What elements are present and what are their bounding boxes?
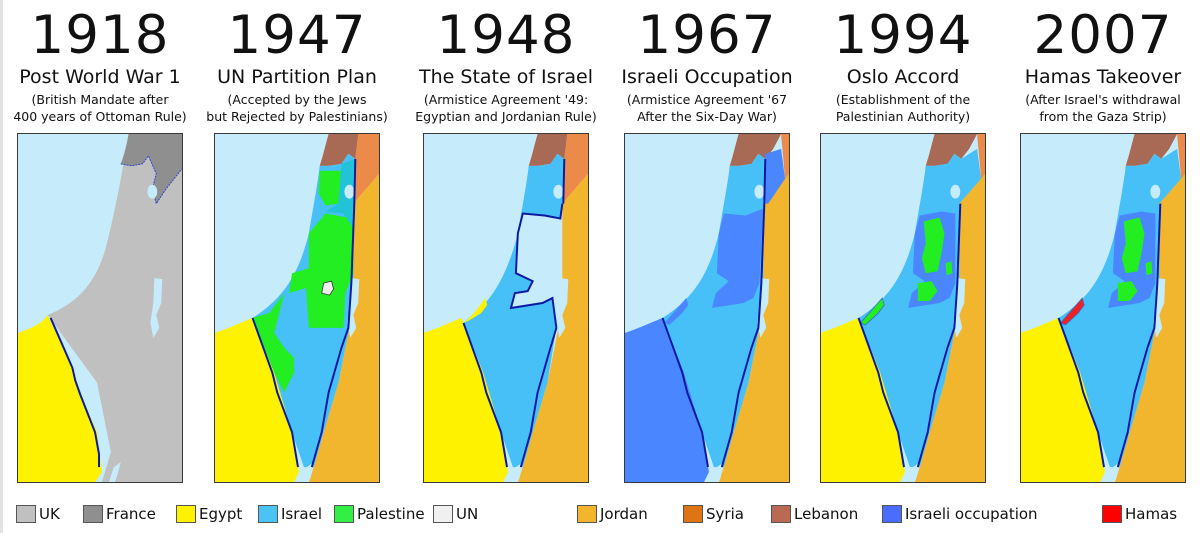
legend-label: Lebanon — [794, 505, 859, 523]
map-legend: UK France Egypt Israel Palestine UN Jord… — [0, 503, 1200, 527]
panel-subtitle-line1: (Armistice Agreement '67 — [626, 92, 788, 107]
panel-1948: 1948 The State of Israel (Armistice Agre… — [406, 0, 606, 490]
panel-title: Israeli Occupation — [621, 66, 793, 88]
map-1994 — [820, 133, 986, 483]
panel-subtitle-line1: (Establishment of the — [835, 92, 971, 107]
swatch-france — [83, 505, 103, 523]
legend-label: Egypt — [199, 505, 243, 523]
legend-item-lebanon: Lebanon — [771, 503, 858, 525]
panel-1918: 1918 Post World War 1 (British Mandate a… — [0, 0, 200, 490]
legend-item-hamas: Hamas — [1102, 503, 1177, 525]
panel-2007: 2007 Hamas Takeover (After Israel's with… — [1003, 0, 1200, 490]
legend-label: UN — [456, 505, 479, 523]
swatch-israel — [258, 505, 278, 523]
legend-label: Syria — [706, 505, 744, 523]
panel-title: Hamas Takeover — [1024, 66, 1182, 88]
panel-year: 1947 — [227, 5, 367, 66]
panel-1967: 1967 Israeli Occupation (Armistice Agree… — [607, 0, 807, 490]
panel-subtitle-line1: (British Mandate after — [31, 92, 169, 107]
panel-year: 1967 — [637, 5, 777, 66]
panel-year: 1918 — [30, 5, 170, 66]
panel-title: Oslo Accord — [846, 66, 960, 88]
panel-subtitle-line1: (After Israel's withdrawal — [1025, 92, 1181, 107]
swatch-lebanon — [771, 505, 791, 523]
panel-subtitle-line2: Egyptian and Jordanian Rule) — [415, 109, 597, 124]
panel-year: 1994 — [833, 5, 973, 66]
swatch-hamas — [1102, 505, 1122, 523]
swatch-un — [433, 505, 453, 523]
legend-label: Israeli occupation — [905, 505, 1038, 523]
legend-item-israel: Israel — [258, 503, 322, 525]
legend-item-un: UN — [433, 503, 478, 525]
swatch-uk — [16, 505, 36, 523]
legend-label: Israel — [281, 505, 322, 523]
panel-subtitle-line2: Palestinian Authority) — [835, 109, 971, 124]
legend-item-jordan: Jordan — [577, 503, 648, 525]
legend-label: Hamas — [1125, 505, 1178, 523]
panel-subtitle-line1: (Armistice Agreement '49: — [423, 92, 589, 107]
panel-subtitle-line2: After the Six-Day War) — [637, 109, 777, 124]
legend-label: Jordan — [600, 505, 648, 523]
legend-item-egypt: Egypt — [176, 503, 242, 525]
panel-title: Post World War 1 — [19, 66, 181, 88]
map-2007 — [1020, 133, 1186, 483]
legend-item-palestine: Palestine — [334, 503, 425, 525]
map-1918 — [17, 133, 183, 483]
swatch-syria — [683, 505, 703, 523]
panel-1947: 1947 UN Partition Plan (Accepted by the … — [197, 0, 397, 490]
panel-subtitle-line1: (Accepted by the Jews — [227, 92, 367, 107]
panel-subtitle-line2: from the Gaza Strip) — [1039, 109, 1167, 124]
left-edge-divider — [0, 0, 3, 533]
swatch-jordan — [577, 505, 597, 523]
legend-label: Palestine — [357, 505, 425, 523]
panel-title: UN Partition Plan — [217, 66, 377, 88]
legend-item-israeli-occupation: Israeli occupation — [882, 503, 1038, 525]
legend-item-france: France — [83, 503, 156, 525]
map-1967 — [624, 133, 790, 483]
panel-year: 1948 — [436, 5, 576, 66]
panel-year: 2007 — [1033, 5, 1173, 66]
panel-1994: 1994 Oslo Accord (Establishment of the P… — [803, 0, 1003, 490]
swatch-egypt — [176, 505, 196, 523]
legend-label: UK — [39, 505, 60, 523]
legend-item-syria: Syria — [683, 503, 744, 525]
panel-subtitle-line2: 400 years of Ottoman Rule) — [13, 109, 187, 124]
legend-label: France — [106, 505, 156, 523]
panel-subtitle-line2: but Rejected by Palestinians) — [206, 109, 388, 124]
map-1947 — [214, 133, 380, 483]
map-1948 — [423, 133, 589, 483]
legend-item-uk: UK — [16, 503, 60, 525]
swatch-palestine — [334, 505, 354, 523]
panel-title: The State of Israel — [419, 66, 593, 88]
swatch-israeli-occupation — [882, 505, 902, 523]
